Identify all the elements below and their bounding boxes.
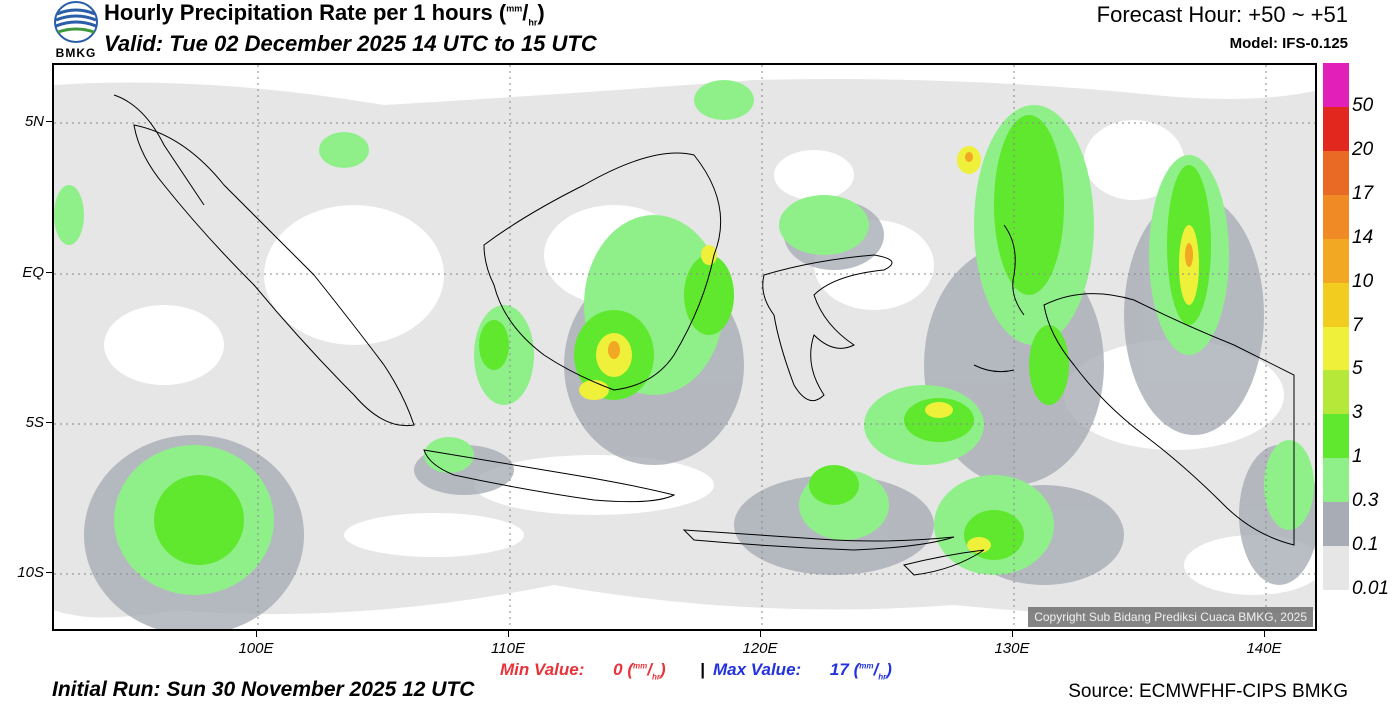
lat-tick [46,272,52,273]
logo-text: BMKG [55,46,97,60]
bmkg-logo [52,0,100,62]
colorbar-label: 0.1 [1352,534,1379,556]
colorbar-label: 10 [1352,270,1374,292]
colorbar-segment [1323,238,1349,284]
max-unit-num: mm [859,661,874,671]
max-label: Max Value: [713,660,802,679]
precipitation-map: Copyright Sub Bidang Prediksi Cuaca BMKG… [52,63,1317,631]
colorbar-label: 20 [1352,138,1374,160]
title-close: ) [537,0,545,25]
colorbar-label: 0.3 [1352,490,1379,512]
lat-tick [46,121,52,122]
title-main: Hourly Precipitation Rate per 1 hours ( [104,0,507,25]
minmax-separator: | [700,660,705,679]
colorbar-label: 3 [1352,402,1363,424]
colorbar-label: 17 [1352,182,1374,204]
title-unit-num: mm [506,3,523,14]
lat-tick [46,572,52,573]
lon-label-140e: 140E [1246,640,1282,657]
title-unit-den: hr [528,17,538,28]
max-value: 17 [829,660,849,679]
colorbar-segment [1323,106,1349,152]
colorbar-segment [1323,414,1349,459]
lon-tick [256,631,257,637]
max-value-group: Max Value: 17 (mm/hr) [713,660,892,682]
min-label: Min Value: [500,660,585,679]
precip-10-layer [608,152,1193,359]
colorbar-label: 50 [1352,94,1374,116]
colorbar-label: 1 [1352,446,1363,468]
min-value: 0 [613,660,623,679]
lat-label-10s: 10S [17,564,44,581]
colorbar-label: 14 [1352,226,1374,248]
lon-tick [1264,631,1265,637]
colorbar-segment [1323,282,1349,327]
data-source: Source: ECMWFHF-CIPS BMKG [1068,681,1348,702]
initial-run: Initial Run: Sun 30 November 2025 12 UTC [52,678,475,701]
lat-tick [46,422,52,423]
colorbar-segment [1323,546,1349,591]
lon-tick [508,631,509,637]
lat-label-eq: EQ [22,264,44,281]
colorbar-label: 7 [1352,314,1363,336]
graticule [54,65,1315,629]
lon-label-130e: 130E [994,640,1030,657]
bmkg-globe-icon [54,1,98,43]
valid-time: Valid: Tue 02 December 2025 14 UTC to 15… [104,31,597,56]
lon-label-120e: 120E [742,640,778,657]
coastlines [113,94,1295,576]
lon-tick [760,631,761,637]
colorbar-segment [1323,150,1349,196]
precip-1-layer [154,115,1211,565]
max-unit-den: hr [878,672,887,682]
chart-title: Hourly Precipitation Rate per 1 hours (m… [104,0,545,28]
colorbar [1323,63,1349,591]
lon-label-100e: 100E [238,640,274,657]
map-canvas [54,65,1315,629]
colorbar-segment [1323,370,1349,415]
lon-label-110e: 110E [491,640,525,657]
model-name: Model: IFS-0.125 [1229,35,1348,52]
min-unit-den: hr [651,672,660,682]
colorbar-segment [1323,194,1349,240]
colorbar-segment [1323,326,1349,371]
min-unit-num: mm [632,661,648,671]
lat-label-5s: 5S [25,414,44,431]
forecast-hour: Forecast Hour: +50 ~ +51 [1096,2,1348,27]
lon-tick [1012,631,1013,637]
colorbar-segment [1323,458,1349,503]
min-value-group: Min Value: 0 (mm/hr) [500,660,666,682]
colorbar-label: 0.01 [1352,578,1389,599]
copyright-notice: Copyright Sub Bidang Prediksi Cuaca BMKG… [1028,607,1313,627]
colorbar-segment [1323,502,1349,547]
lat-label-5n: 5N [24,113,44,130]
colorbar-label: 5 [1352,358,1363,380]
colorbar-segment [1323,63,1349,108]
